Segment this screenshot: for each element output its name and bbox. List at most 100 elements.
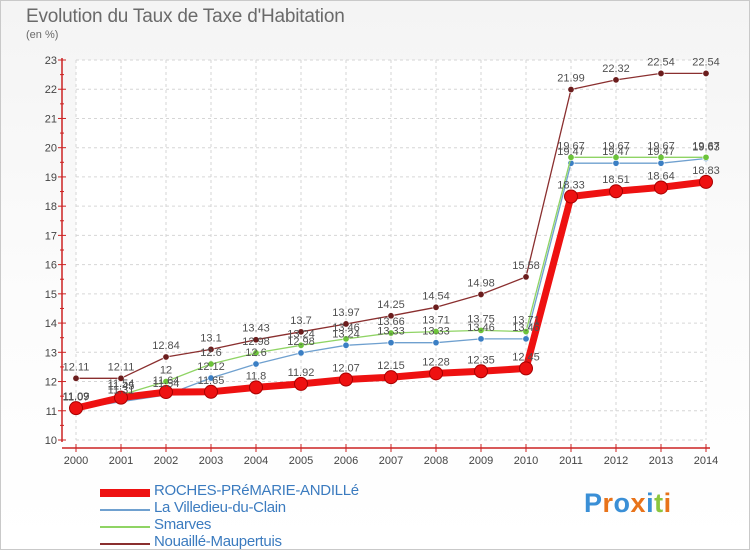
x-tick-label: 2012 xyxy=(604,455,628,467)
series-point-la-villedieu-du-clain xyxy=(207,374,215,382)
legend-label: Nouaillé-Maupertuis xyxy=(154,533,282,550)
series-point-la-villedieu-du-clain xyxy=(477,335,485,343)
series-point-roches-pr-marie-andill xyxy=(339,372,353,387)
data-label-nouaill-maupertuis: 14.54 xyxy=(422,290,450,302)
data-label-nouaill-maupertuis: 22.54 xyxy=(647,56,675,68)
series-point-la-villedieu-du-clain xyxy=(522,335,530,343)
series-point-roches-pr-marie-andill xyxy=(249,380,263,395)
y-tick-label: 13 xyxy=(45,347,57,359)
x-tick-label: 2002 xyxy=(154,455,178,467)
data-label-nouaill-maupertuis: 12.11 xyxy=(108,361,135,373)
series-point-nouaill-maupertuis xyxy=(387,312,395,320)
data-label-smarves: 19.67 xyxy=(692,140,720,152)
x-tick-label: 2008 xyxy=(424,455,448,467)
x-tick-label: 2003 xyxy=(199,455,223,467)
logo-letter: r xyxy=(602,488,614,518)
y-tick-label: 16 xyxy=(45,260,57,272)
chart-title: Evolution du Taux de Taxe d'Habitation xyxy=(26,6,345,27)
data-label-roches-pr-marie-andill: 18.51 xyxy=(602,174,630,186)
x-tick-label: 2004 xyxy=(244,455,268,467)
data-label-nouaill-maupertuis: 22.32 xyxy=(602,63,630,75)
data-label-smarves: 13.46 xyxy=(332,322,360,334)
series-point-nouaill-maupertuis xyxy=(162,353,170,361)
x-tick-label: 2010 xyxy=(514,455,538,467)
data-label-smarves: 13.75 xyxy=(467,313,495,325)
data-label-la-villedieu-du-clain: 19.63 xyxy=(692,142,720,154)
series-point-smarves xyxy=(477,326,485,334)
data-label-roches-pr-marie-andill: 18.33 xyxy=(557,180,585,192)
series-point-nouaill-maupertuis xyxy=(657,69,665,77)
series-point-nouaill-maupertuis xyxy=(117,374,125,382)
data-label-la-villedieu-du-clain: 19.47 xyxy=(557,146,585,158)
data-label-la-villedieu-du-clain: 13.46 xyxy=(467,322,495,334)
series-point-roches-pr-marie-andill xyxy=(204,384,218,399)
data-label-roches-pr-marie-andill: 18.83 xyxy=(692,165,720,177)
chart-unit-label: (en %) xyxy=(26,29,59,41)
data-label-la-villedieu-du-clain: 12.98 xyxy=(287,336,315,348)
series-point-roches-pr-marie-andill xyxy=(699,174,713,189)
data-label-la-villedieu-du-clain: 11.07 xyxy=(63,392,90,404)
data-label-nouaill-maupertuis: 13.7 xyxy=(290,315,311,327)
series-point-roches-pr-marie-andill xyxy=(654,180,668,195)
y-tick-label: 15 xyxy=(45,289,57,301)
series-point-la-villedieu-du-clain xyxy=(252,360,260,368)
data-label-roches-pr-marie-andill: 11.92 xyxy=(288,367,315,379)
series-point-nouaill-maupertuis xyxy=(612,76,620,84)
series-point-smarves xyxy=(657,153,665,161)
series-point-la-villedieu-du-clain xyxy=(387,339,395,347)
x-tick-label: 2009 xyxy=(469,455,493,467)
data-label-smarves: 12.6 xyxy=(200,347,221,359)
y-tick-label: 14 xyxy=(45,318,57,330)
data-label-roches-pr-marie-andill: 11.09 xyxy=(63,391,90,403)
series-point-la-villedieu-du-clain xyxy=(432,339,440,347)
data-label-smarves: 12 xyxy=(160,365,172,377)
data-label-smarves: 13.24 xyxy=(287,328,315,340)
y-tick-label: 17 xyxy=(45,230,57,242)
data-label-nouaill-maupertuis: 13.97 xyxy=(332,307,360,319)
series-point-roches-pr-marie-andill xyxy=(159,385,173,400)
x-tick-label: 2006 xyxy=(334,455,358,467)
series-point-la-villedieu-du-clain xyxy=(297,349,305,357)
data-label-la-villedieu-du-clain: 12.6 xyxy=(245,347,266,359)
series-point-smarves xyxy=(342,335,350,343)
y-tick-label: 19 xyxy=(45,172,57,184)
y-tick-label: 21 xyxy=(45,113,57,125)
series-point-smarves xyxy=(297,341,305,349)
data-label-la-villedieu-du-clain: 13.33 xyxy=(377,326,405,338)
logo-letter: o xyxy=(613,488,631,518)
data-label-smarves: 11.54 xyxy=(108,378,135,390)
data-label-smarves: 13.66 xyxy=(377,316,405,328)
series-point-nouaill-maupertuis xyxy=(72,374,80,382)
x-tick-label: 2014 xyxy=(694,455,718,467)
x-tick-label: 2000 xyxy=(64,455,88,467)
series-point-la-villedieu-du-clain xyxy=(657,159,665,167)
y-tick-label: 20 xyxy=(45,143,57,155)
data-label-la-villedieu-du-clain: 12.12 xyxy=(197,361,225,373)
series-point-la-villedieu-du-clain xyxy=(342,341,350,349)
y-tick-label: 11 xyxy=(46,406,57,418)
data-label-smarves: 13.71 xyxy=(422,315,450,327)
data-label-nouaill-maupertuis: 13.43 xyxy=(242,323,270,335)
series-point-smarves xyxy=(252,349,260,357)
data-label-roches-pr-marie-andill: 12.45 xyxy=(512,351,540,363)
legend-label: Smarves xyxy=(154,516,212,533)
legend-label: ROCHES-PRéMARIE-ANDILLé xyxy=(154,482,359,499)
series-point-smarves xyxy=(567,153,575,161)
series-point-roches-pr-marie-andill xyxy=(294,376,308,391)
data-label-smarves: 19.67 xyxy=(647,140,675,152)
series-point-la-villedieu-du-clain xyxy=(612,159,620,167)
logo-letter: t xyxy=(654,488,664,518)
data-label-la-villedieu-du-clain: 11.31 xyxy=(108,385,135,397)
data-label-la-villedieu-du-clain: 19.47 xyxy=(602,146,630,158)
series-point-nouaill-maupertuis xyxy=(702,69,710,77)
legend-label: La Villedieu-du-Clain xyxy=(154,499,286,516)
legend-swatch xyxy=(100,543,150,545)
series-point-nouaill-maupertuis xyxy=(432,303,440,311)
legend-swatch xyxy=(100,509,150,511)
y-tick-label: 18 xyxy=(45,201,57,213)
y-tick-label: 22 xyxy=(45,84,57,96)
data-label-la-villedieu-du-clain: 11.54 xyxy=(153,378,180,390)
series-point-smarves xyxy=(432,328,440,336)
series-point-smarves xyxy=(522,328,530,336)
